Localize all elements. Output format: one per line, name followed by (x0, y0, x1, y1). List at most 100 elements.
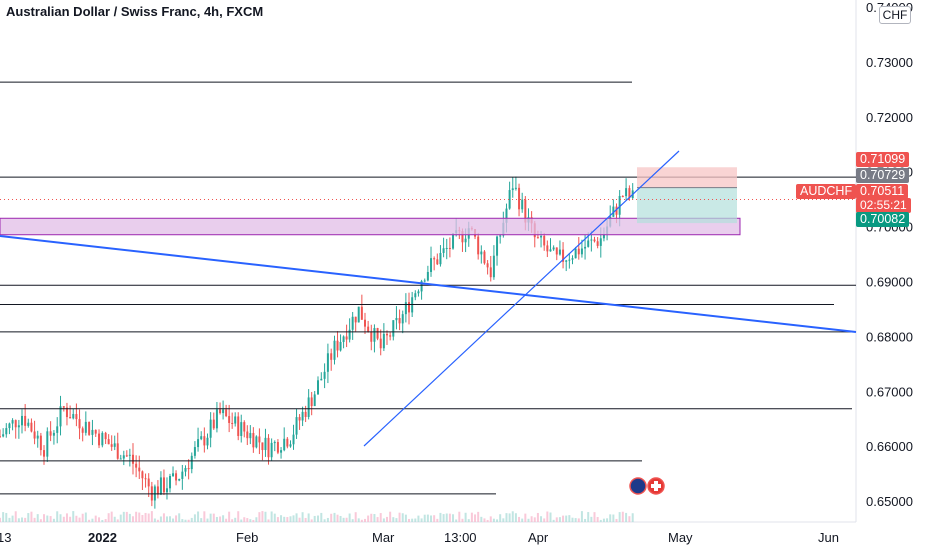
candle (46, 427, 49, 462)
candle (138, 455, 141, 480)
volume-bar (116, 519, 119, 522)
candle (330, 348, 333, 371)
candle-body (292, 434, 295, 445)
candle-body (162, 477, 165, 493)
candle (14, 419, 17, 439)
candle (562, 242, 565, 269)
candle (348, 318, 351, 343)
candle (511, 177, 514, 198)
price-tick-label: 0.69000 (866, 275, 913, 290)
volume-bar (477, 511, 480, 522)
volume-bar (246, 518, 249, 522)
candle (423, 278, 426, 283)
volume-bar (283, 516, 286, 522)
currency-badge[interactable]: CHF (879, 6, 911, 24)
candle (401, 310, 404, 334)
candle-body (310, 397, 313, 407)
candle (292, 424, 295, 450)
candle-body (156, 486, 159, 495)
volume-bar (39, 519, 42, 522)
time-axis-label: 13:00 (444, 530, 477, 545)
volume-bar (0, 517, 1, 522)
candle (386, 330, 389, 345)
candle-body (264, 437, 267, 451)
candle-body (125, 455, 128, 457)
candle (621, 195, 624, 198)
candle-body (24, 415, 27, 426)
volume-bar (483, 518, 486, 522)
candle-body (72, 414, 75, 419)
candle-body (615, 206, 618, 215)
candle (404, 293, 407, 323)
candle-body (159, 477, 162, 495)
candle-body (348, 329, 351, 340)
candle-body (628, 188, 631, 198)
volume-bar (88, 519, 91, 522)
candle (436, 253, 439, 266)
volume-bar (612, 514, 615, 522)
volume-bar (193, 514, 196, 522)
volume-bar (618, 512, 621, 522)
volume-bar (5, 512, 8, 522)
chf-cross-h (651, 484, 661, 488)
price-tick-label: 0.73000 (866, 55, 913, 70)
candle-body (552, 247, 555, 250)
volume-bar (240, 519, 243, 522)
candle-body (555, 247, 558, 255)
volume-bar (336, 514, 339, 522)
volume-bar (178, 513, 181, 522)
candle (43, 445, 46, 465)
candle (231, 412, 234, 429)
candle-body (558, 249, 561, 255)
candle-body (169, 475, 172, 489)
volume-bar (255, 517, 258, 522)
candle-body (480, 251, 483, 255)
volume-bar (62, 516, 65, 522)
candle-body (181, 471, 184, 479)
candle (546, 240, 549, 258)
volume-bar (243, 517, 246, 522)
price-axis: 0.740000.730000.720000.710000.700000.690… (866, 0, 913, 509)
volume-bar (206, 518, 209, 522)
candle (56, 417, 59, 444)
candle (514, 176, 517, 191)
candle (320, 372, 323, 381)
candle (30, 418, 33, 433)
candle-body (492, 255, 495, 278)
volume-bar (558, 517, 561, 522)
candle-body (304, 411, 307, 417)
candle-body (206, 437, 209, 446)
candle-body (39, 435, 42, 451)
candle (577, 237, 580, 260)
candle (392, 320, 395, 341)
candle-body (461, 231, 464, 243)
volume-bar (621, 511, 624, 522)
volume-bar (373, 514, 376, 522)
volume-bar (69, 516, 72, 522)
volume-bar (492, 518, 495, 522)
volume-bar (587, 512, 590, 522)
volume-bar (577, 518, 580, 522)
volume-bar (555, 517, 558, 522)
candle (258, 428, 261, 455)
candle-body (91, 429, 94, 435)
candle-body (228, 416, 231, 423)
candle (237, 412, 240, 441)
candle (144, 473, 147, 488)
entry-price-tag: 0.70729 (856, 168, 910, 183)
volume-bar (225, 518, 228, 522)
volume-bar (342, 517, 345, 522)
horizontal-levels (0, 81, 856, 495)
candle (255, 435, 258, 449)
candle (234, 412, 237, 427)
candle-body (261, 442, 264, 451)
candle (379, 329, 382, 356)
candle (445, 238, 448, 260)
candle-body (562, 249, 565, 262)
volume-bar (511, 511, 514, 522)
volume-bar (187, 519, 190, 522)
candle-body (511, 188, 514, 191)
volume-bar (172, 518, 175, 522)
